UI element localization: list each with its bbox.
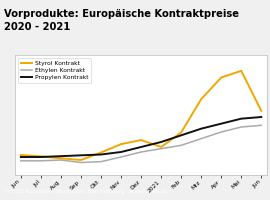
Text: Vorprodukte: Europäische Kontraktpreise
2020 - 2021: Vorprodukte: Europäische Kontraktpreise …	[4, 9, 239, 32]
Text: © 2021 Kunststoff Information, Bad Homburg · www.kiweb.de: © 2021 Kunststoff Information, Bad Hombu…	[4, 188, 167, 194]
Legend: Styrol Kontrakt, Ethylen Kontrakt, Propylen Kontrakt: Styrol Kontrakt, Ethylen Kontrakt, Propy…	[18, 58, 91, 83]
